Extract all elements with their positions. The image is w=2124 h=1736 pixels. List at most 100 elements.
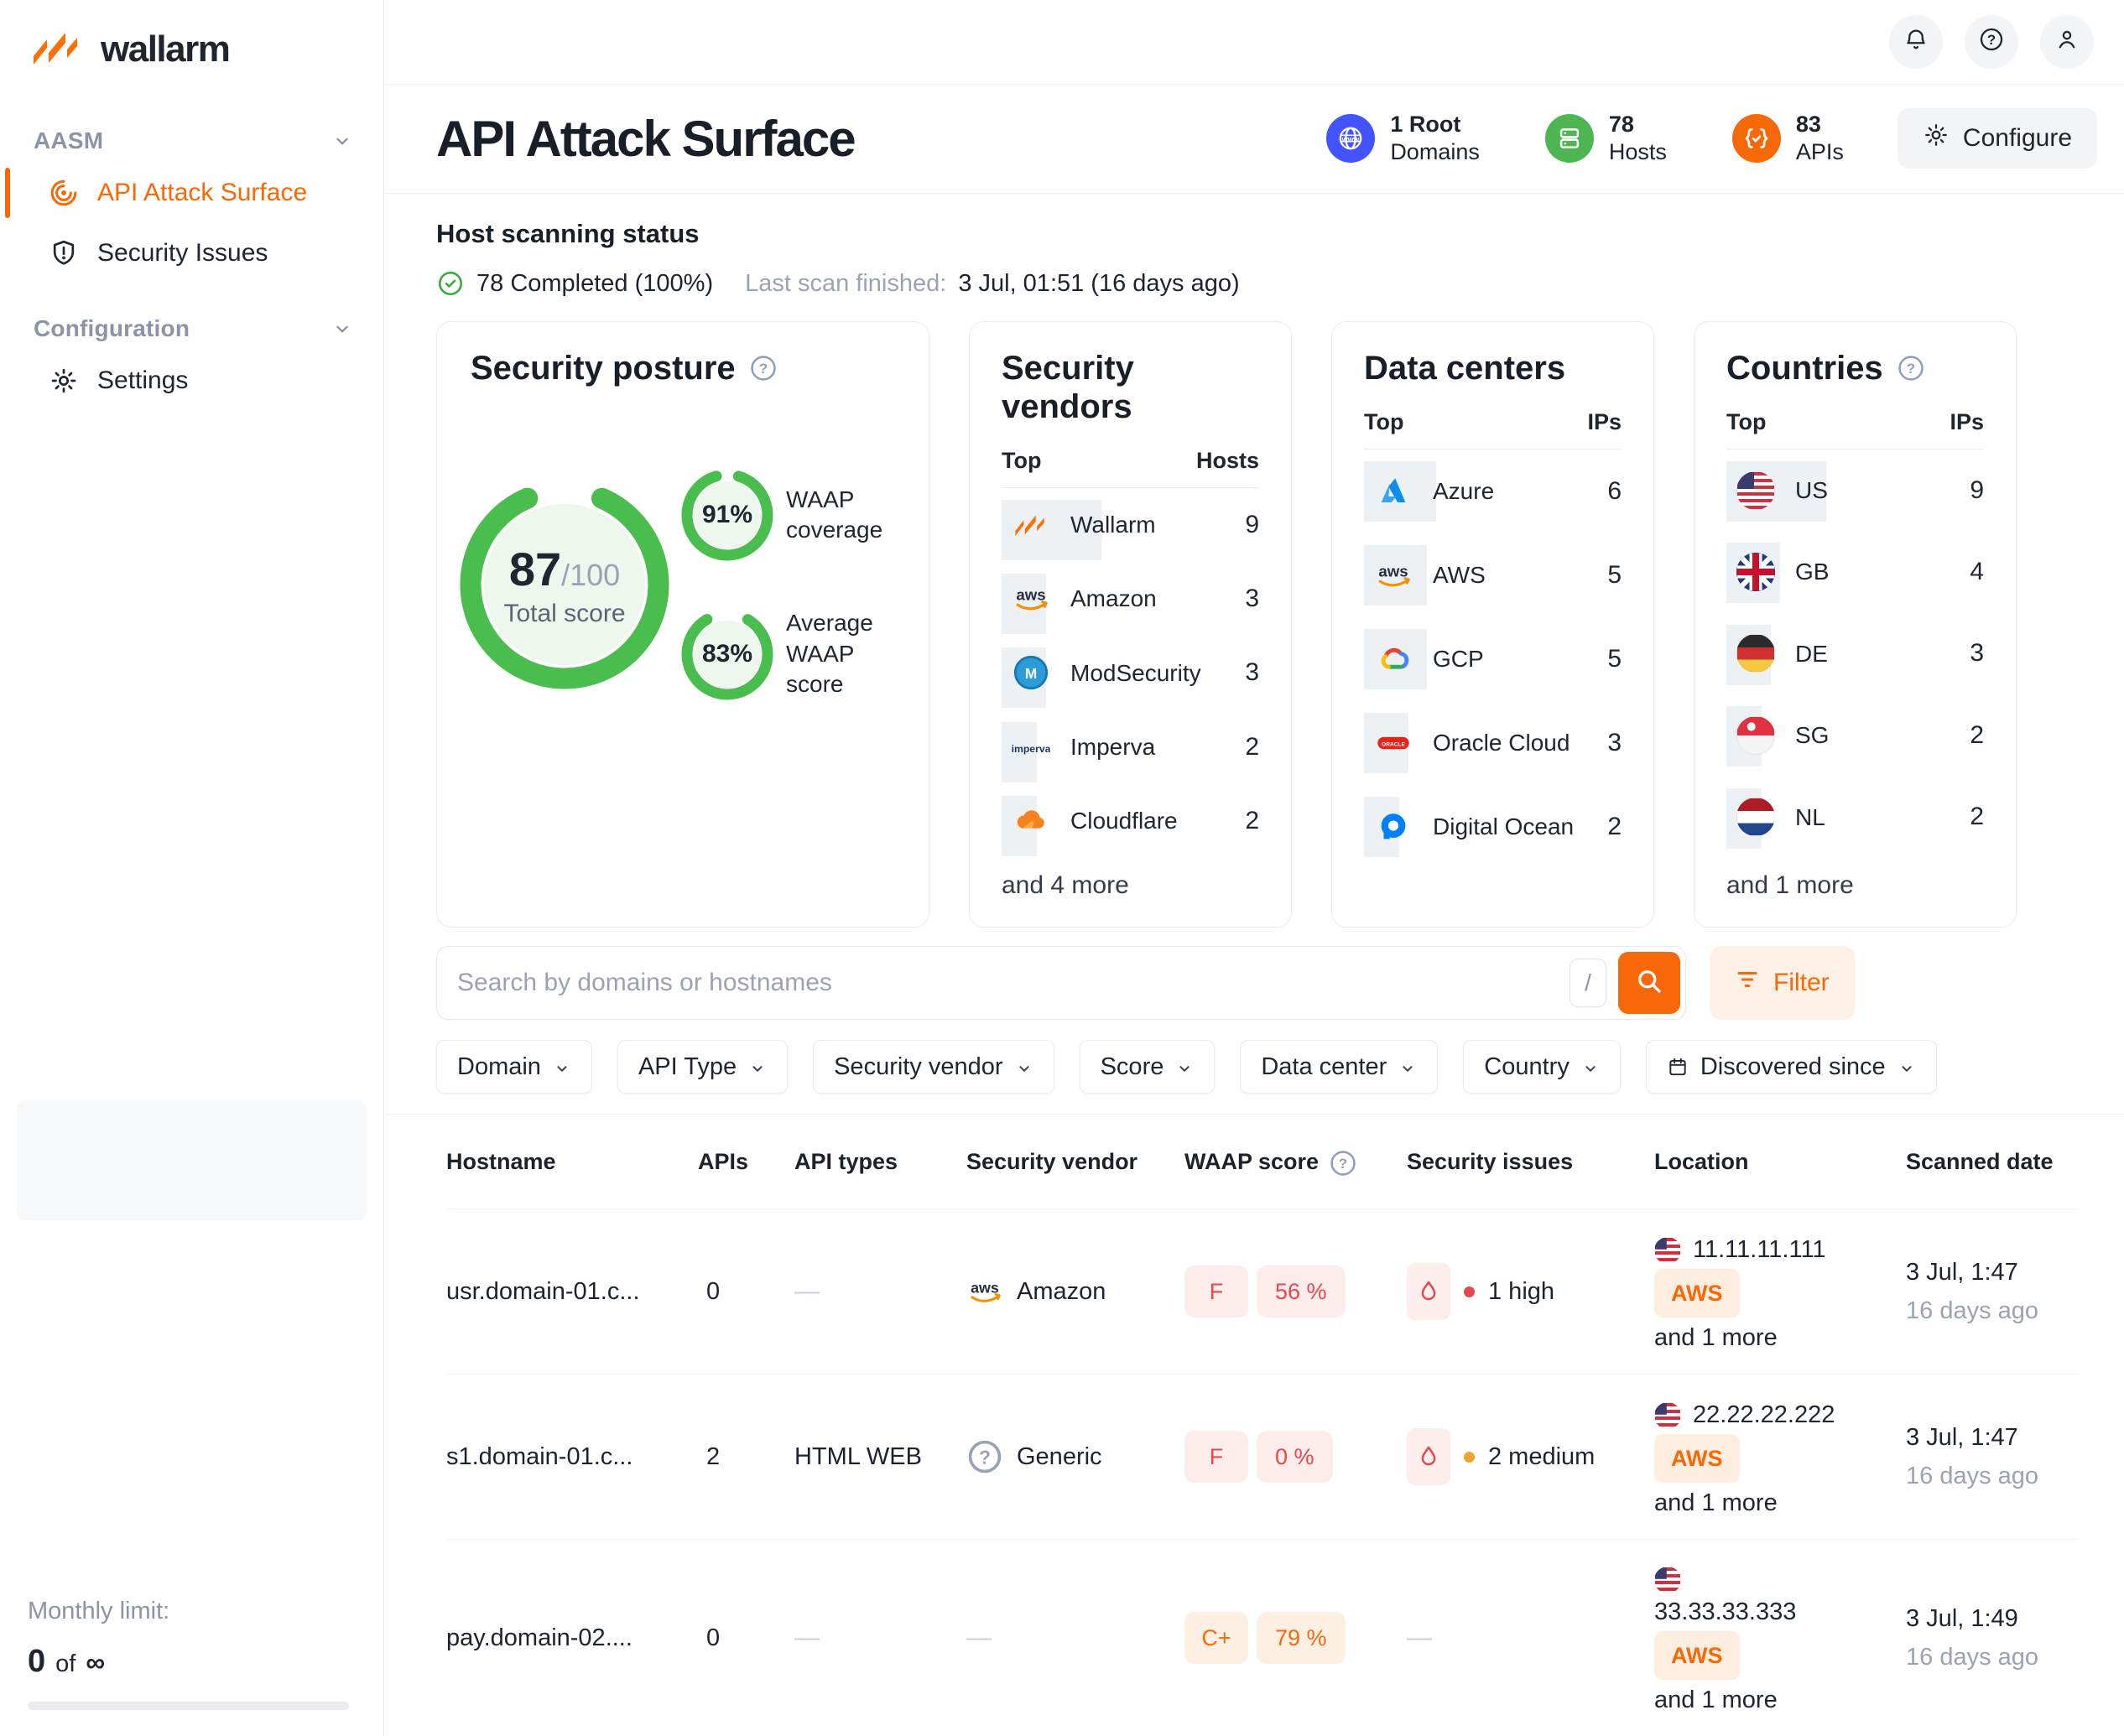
sidebar-item-label: API Attack Surface <box>97 179 308 206</box>
svg-text:?: ? <box>1987 32 1996 48</box>
scan-ago: 16 days ago <box>1906 1644 2039 1671</box>
list-item-value: 2 <box>1245 806 1259 834</box>
topbar: ? <box>383 0 2124 85</box>
slash-shortcut-hint: / <box>1570 959 1606 1007</box>
sidebar-section-header[interactable]: Configuration <box>0 307 383 351</box>
table-row[interactable]: usr.domain-01.c... 0 — aws Amazon F 56 % 1 high… <box>446 1209 2078 1375</box>
vendor-name: Amazon <box>1017 1277 1106 1305</box>
chevron-down-icon <box>553 1058 571 1076</box>
modsecurity-logo: M <box>1012 653 1050 692</box>
list-item: NL 2 <box>1726 777 1984 858</box>
column-header-label: Scanned date <box>1906 1148 2054 1174</box>
us-flag-icon <box>1654 1567 1681 1593</box>
security-issues-cell: 2 medium <box>1407 1428 1654 1485</box>
svg-text:?: ? <box>758 361 767 377</box>
list-item-name: Oracle Cloud <box>1433 730 1570 756</box>
scan-date: 3 Jul, 1:49 <box>1906 1604 2018 1632</box>
location-ip-line: 33.33.33.333 <box>1654 1598 1906 1626</box>
filter-chip-discovered-since[interactable]: Discovered since <box>1645 1040 1937 1094</box>
column-header-location: Location <box>1654 1149 1906 1175</box>
svg-text:aws: aws <box>1016 586 1045 604</box>
list-columns: Top IPs <box>1364 409 1622 435</box>
droplet-icon <box>1407 1263 1450 1320</box>
aws-badge: AWS <box>1654 1434 1740 1483</box>
help-circle-icon[interactable]: ? <box>1897 354 1925 382</box>
card-title-row: Data centers <box>1364 349 1622 387</box>
list-item-value: 3 <box>1245 585 1259 613</box>
stat-value: 1 Root <box>1390 111 1461 137</box>
list-item-value: 2 <box>1970 720 1984 749</box>
sidebar-item-api-attack-surface[interactable]: API Attack Surface <box>0 163 383 223</box>
card-title: Countries <box>1726 350 1883 387</box>
list-columns: Top Hosts <box>1002 448 1259 474</box>
svg-text:?: ? <box>1339 1156 1347 1172</box>
configure-button[interactable]: Configure <box>1897 108 2097 169</box>
svg-text:ORACLE: ORACLE <box>1382 742 1405 748</box>
sidebar-item-security-issues[interactable]: Security Issues <box>0 223 383 283</box>
table-row[interactable]: pay.domain-02.... 0— — C+ 79 % —33.33.33.333 A… <box>446 1540 2078 1736</box>
filter-chip-label: API Type <box>638 1053 737 1080</box>
sidebar-section-label: Configuration <box>34 315 190 341</box>
location-cell: 33.33.33.333 AWS and 1 more <box>1654 1562 1906 1714</box>
column-value-label: IPs <box>1950 409 1984 434</box>
column-header-label: Security issues <box>1407 1148 1574 1174</box>
nl-flag-icon <box>1736 798 1775 837</box>
security-vendors-card: Security vendors Top Hosts Wallarm 9 aws Amazo… <box>969 321 1292 928</box>
header-stats: www 1 Root Domains 78 Hosts 83 APIs <box>1326 111 1844 168</box>
waap-score-cell: C+ 79 % <box>1184 1612 1407 1664</box>
total-score-value: 87 <box>508 542 562 595</box>
hostname-cell: usr.domain-01.c... <box>446 1277 640 1305</box>
empty-dash: — <box>1407 1624 1432 1651</box>
chevron-down-icon <box>1581 1058 1600 1076</box>
filter-chip-api-type[interactable]: API Type <box>617 1040 789 1094</box>
table-row[interactable]: s1.domain-01.c... 2 HTML WEB? Generic F 0 % 2 … <box>446 1375 2078 1540</box>
account-button[interactable] <box>2040 14 2094 69</box>
list-item: SG 2 <box>1726 694 1984 776</box>
main-area: ? API Attack Surface www 1 Root Domains 78 H… <box>383 0 2124 1736</box>
score-grade-badge: C+ <box>1184 1612 1248 1664</box>
chevron-down-icon[interactable] <box>331 318 353 340</box>
monthly-limit-of: of <box>55 1650 76 1677</box>
gear-icon <box>1923 122 1950 155</box>
column-header-scanned-date: Scanned date <box>1906 1149 2078 1175</box>
ring-gauge: 83% <box>680 607 774 701</box>
filter-chip-score[interactable]: Score <box>1079 1040 1216 1094</box>
table-body: usr.domain-01.c... 0— aws Amazon F 56 % 1 high… <box>446 1209 2078 1736</box>
list-item-name: SG <box>1795 722 1830 749</box>
list-item-value: 9 <box>1245 510 1259 538</box>
scan-date: 3 Jul, 1:47 <box>1906 1258 2018 1286</box>
filter-chip-country[interactable]: Country <box>1463 1040 1621 1094</box>
api-types-cell: HTML WEB <box>794 1442 922 1470</box>
help-circle-icon[interactable]: ? <box>1329 1149 1357 1176</box>
ring-value: 83% <box>701 640 753 668</box>
total-score-label: Total score <box>503 599 626 627</box>
sidebar-section-header[interactable]: AASM <box>0 119 383 163</box>
sidebar-item-settings[interactable]: Settings <box>0 351 383 411</box>
list-item-name: AWS <box>1433 562 1486 589</box>
divider <box>1002 487 1259 488</box>
column-header-label: Hostname <box>446 1148 556 1174</box>
search-input[interactable] <box>437 969 1570 997</box>
score-grade-badge: F <box>1184 1266 1248 1318</box>
notifications-button[interactable] <box>1889 14 1943 69</box>
list-item: Wallarm 9 <box>1002 488 1259 562</box>
filter-chip-label: Score <box>1100 1053 1164 1080</box>
braces-check-icon <box>1731 114 1781 164</box>
scanned-date-cell: 3 Jul, 1:47 16 days ago <box>1906 1253 2078 1331</box>
filter-chip-data-center[interactable]: Data center <box>1240 1040 1439 1094</box>
filter-chip-domain[interactable]: Domain <box>436 1040 592 1094</box>
filter-chip-security-vendor[interactable]: Security vendor <box>813 1040 1054 1094</box>
location-more: and 1 more <box>1654 1489 1778 1516</box>
help-circle-icon[interactable]: ? <box>749 354 778 382</box>
wallarm-logo[interactable]: wallarm <box>0 0 383 96</box>
svg-text:?: ? <box>979 1446 991 1468</box>
help-button[interactable]: ? <box>1965 14 2018 69</box>
chevron-down-icon[interactable] <box>331 130 353 152</box>
search-button[interactable] <box>1618 952 1680 1014</box>
location-more: and 1 more <box>1654 1687 1778 1713</box>
infinity-icon: ∞ <box>86 1647 106 1677</box>
list-item-name: Imperva <box>1070 733 1156 760</box>
location-ip: 11.11.11.111 <box>1693 1236 1826 1263</box>
scan-ago: 16 days ago <box>1906 1463 2039 1489</box>
filter-button[interactable]: Filter <box>1710 946 1855 1020</box>
